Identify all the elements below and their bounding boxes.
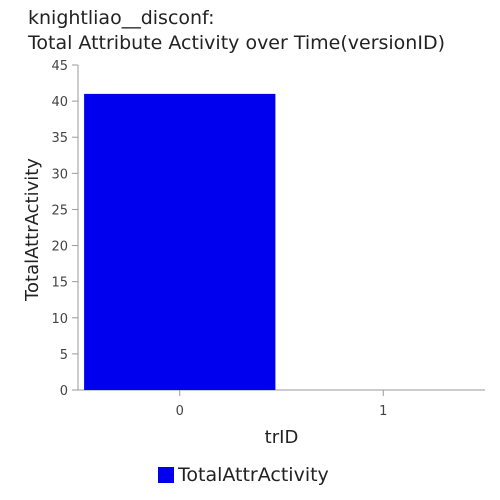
y-tick-label: 40 (51, 95, 68, 110)
legend: TotalAttrActivity (158, 464, 329, 486)
y-tick-label: 25 (51, 203, 68, 218)
legend-label: TotalAttrActivity (178, 464, 329, 486)
y-tick-label: 20 (51, 240, 68, 255)
chart-title-line2: Total Attribute Activity over Time(versi… (28, 32, 445, 54)
y-tick-label: 30 (51, 167, 68, 182)
chart-title: knightliao__disconf: Total Attribute Act… (28, 6, 445, 56)
y-tick-label: 35 (51, 131, 68, 146)
y-tick-label: 10 (51, 312, 68, 327)
y-tick-label: 0 (60, 384, 68, 399)
bar (84, 93, 276, 390)
chart-title-line1: knightliao__disconf: (28, 7, 215, 29)
y-axis: 0 5 10 15 20 25 30 35 40 45 (51, 59, 79, 399)
legend-swatch (158, 467, 174, 483)
x-tick-label: 0 (176, 404, 184, 419)
x-tick-label: 1 (379, 404, 387, 419)
y-axis-label: TotalAttrActivity (22, 158, 43, 302)
y-tick-label: 5 (60, 348, 68, 363)
x-axis-label: trID (265, 427, 299, 448)
y-tick-label: 45 (51, 59, 68, 74)
bars (84, 93, 276, 390)
y-tick-label: 15 (51, 276, 68, 291)
